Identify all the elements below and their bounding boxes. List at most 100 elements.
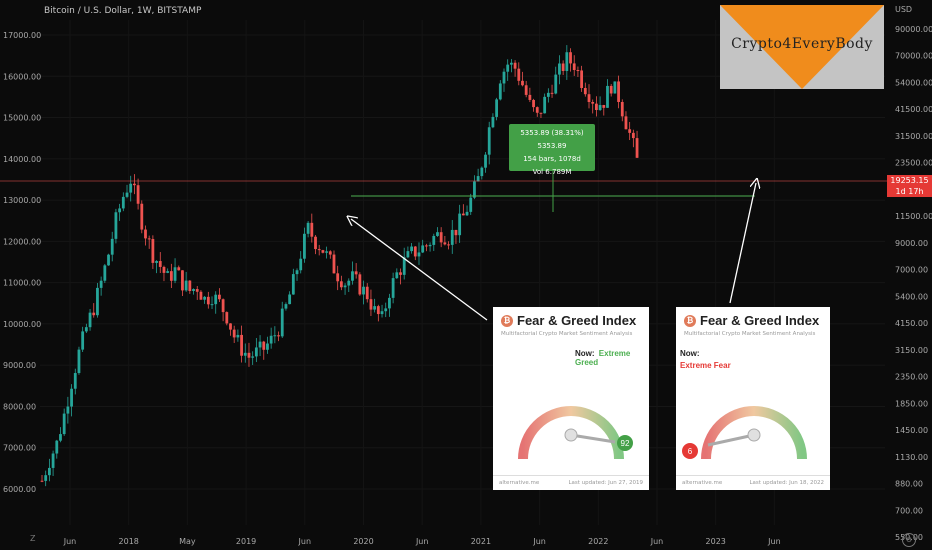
- y-left-tick-label: 17000.00: [3, 31, 41, 40]
- measure-line-3: Vol 6.789M: [532, 168, 572, 176]
- candle-body: [229, 323, 232, 330]
- gauge-hub-icon: [564, 428, 578, 442]
- candle-body: [291, 274, 295, 295]
- candle-body: [221, 299, 225, 313]
- measure-line-1: 5353.89 (38.31%) 5353.89: [520, 129, 584, 150]
- candle-body: [325, 251, 328, 253]
- candle-body: [339, 281, 343, 288]
- measure-line-2: 154 bars, 1078d: [523, 155, 581, 163]
- candle-body: [399, 272, 402, 275]
- candle-body: [428, 244, 432, 247]
- candle-body: [624, 116, 628, 130]
- candle-body: [617, 81, 620, 102]
- fg-state: Extreme Fear: [680, 361, 731, 370]
- candle-body: [406, 251, 410, 258]
- y-right-tick-label: 4150.00: [895, 319, 928, 328]
- candle-body: [306, 222, 310, 234]
- settings-icon[interactable]: ⚙: [902, 533, 916, 547]
- candle-body: [450, 229, 454, 245]
- candle-body: [47, 467, 51, 476]
- candle-body: [561, 63, 565, 71]
- candle-body: [181, 270, 184, 291]
- fg-now-label: Now:: [575, 349, 595, 358]
- y-left-tick-label: 12000.00: [3, 237, 41, 246]
- candle-body: [184, 280, 188, 291]
- y-right-tick-label: 23500.00: [895, 159, 932, 168]
- candle-body: [158, 261, 162, 267]
- candle-body: [192, 289, 195, 292]
- y-right-tick-label: 1450.00: [895, 426, 928, 435]
- candle-body: [550, 92, 554, 94]
- candle-body: [254, 347, 258, 357]
- candle-body: [125, 192, 129, 197]
- candle-body: [169, 271, 173, 281]
- candle-body: [358, 274, 362, 295]
- x-tick-label: Jun: [650, 537, 664, 546]
- candle-body: [591, 101, 595, 104]
- y-left-tick-label: 9000.00: [3, 361, 36, 370]
- candle-body: [598, 105, 602, 110]
- logo: Crypto4EveryBody: [720, 5, 884, 89]
- candle-body: [532, 99, 535, 108]
- x-tick-label: 2021: [471, 537, 491, 546]
- x-tick-label: 2022: [588, 537, 608, 546]
- candle-body: [284, 304, 288, 309]
- candle-body: [443, 242, 447, 245]
- y-left-tick-label: 16000.00: [3, 72, 41, 81]
- y-right-tick-label: 1850.00: [895, 399, 928, 408]
- candle-body: [303, 233, 306, 259]
- bar-countdown: 1d 17h: [895, 187, 924, 196]
- candle-body: [509, 62, 513, 65]
- gauge-needle: [707, 433, 755, 447]
- y-left-tick-label: 14000.00: [3, 155, 41, 164]
- candle-body: [269, 335, 273, 344]
- candle-body: [59, 434, 62, 441]
- candle-body: [421, 245, 425, 253]
- candle-body: [480, 167, 484, 177]
- candle-body: [210, 304, 214, 306]
- y-left-tick-label: 11000.00: [3, 279, 41, 288]
- candle-body: [262, 341, 266, 350]
- candle-body: [458, 213, 462, 236]
- candle-body: [81, 331, 85, 350]
- timezone-button[interactable]: Z: [30, 534, 36, 543]
- candle-body: [317, 249, 321, 251]
- candle-body: [569, 52, 572, 64]
- candle-body: [218, 294, 221, 300]
- fg-subtitle: Multifactorial Crypto Market Sentiment A…: [501, 331, 633, 337]
- candle-body: [114, 212, 118, 239]
- candle-body: [166, 271, 170, 273]
- candle-body: [580, 70, 584, 88]
- candle-body: [461, 213, 465, 216]
- candle-body: [266, 343, 269, 350]
- candle-body: [155, 261, 158, 263]
- candle-body: [251, 356, 255, 358]
- candle-body: [576, 70, 580, 72]
- candle-body: [380, 311, 384, 315]
- current-price: 19253.15: [890, 176, 929, 185]
- bitcoin-icon: ₿: [501, 314, 513, 327]
- candle-body: [572, 63, 576, 71]
- x-tick-label: Jun: [415, 537, 429, 546]
- candle-body: [247, 352, 251, 358]
- candle-body: [96, 287, 99, 316]
- candle-body: [469, 197, 473, 212]
- candle-body: [214, 294, 218, 305]
- candle-body: [110, 238, 114, 255]
- candle-body: [121, 196, 125, 209]
- candle-body: [613, 81, 617, 94]
- x-tick-label: 2018: [119, 537, 139, 546]
- candle-body: [388, 297, 391, 309]
- y-right-tick-label: 1130.00: [895, 453, 928, 462]
- candle-body: [151, 239, 155, 263]
- candle-body: [51, 453, 55, 468]
- candle-body: [447, 244, 450, 246]
- candle-body: [129, 183, 133, 193]
- candle-body: [432, 235, 436, 245]
- gauge-arc: [518, 406, 624, 460]
- y-right-tick-label: 9000.00: [895, 239, 928, 248]
- candle-body: [439, 232, 443, 243]
- fg-source: alternative.me: [499, 480, 540, 486]
- candle-body: [295, 270, 299, 275]
- candle-body: [491, 116, 495, 128]
